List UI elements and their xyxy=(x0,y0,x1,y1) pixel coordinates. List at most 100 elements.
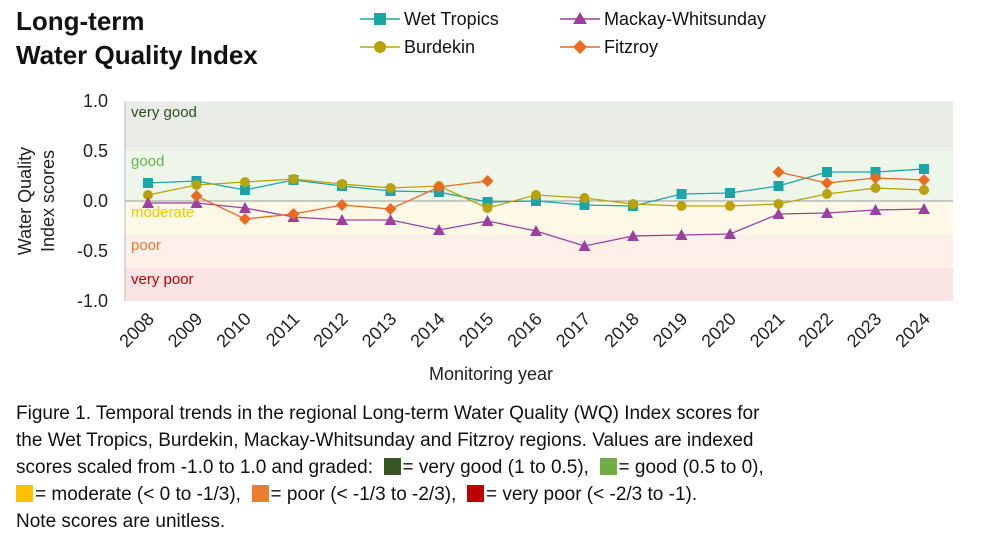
x-axis-label: Monitoring year xyxy=(429,364,553,384)
chart-legend: Wet Tropics Mackay-Whitsunday Burdekin F… xyxy=(360,6,860,62)
x-tick-label: 2024 xyxy=(891,309,933,351)
y-tick-label: 1.0 xyxy=(83,91,108,111)
data-point xyxy=(724,228,736,239)
data-point xyxy=(384,203,397,215)
caption-line: Figure 1. Temporal trends in the regiona… xyxy=(16,403,760,424)
data-point xyxy=(822,189,832,199)
data-point xyxy=(142,197,154,208)
data-point xyxy=(531,196,541,206)
grade-poor: = poor (< -1/3 to -2/3), xyxy=(270,484,457,505)
x-tick-label: 2008 xyxy=(115,309,157,351)
grade-band xyxy=(125,267,953,301)
data-point xyxy=(530,225,542,236)
data-point xyxy=(433,224,445,235)
y-axis-label: Index scores xyxy=(38,150,58,252)
data-point xyxy=(143,178,153,188)
data-point xyxy=(336,199,348,211)
data-point xyxy=(919,164,929,174)
caption-line: scores scaled from -1.0 to 1.0 and grade… xyxy=(16,454,976,481)
grade-very-poor: = very poor (< -2/3 to -1). xyxy=(485,484,698,505)
very-poor-swatch xyxy=(466,485,484,502)
data-point xyxy=(433,181,445,193)
data-point xyxy=(287,208,300,220)
data-point xyxy=(773,181,784,191)
band-label: poor xyxy=(131,237,161,254)
data-point xyxy=(725,188,735,198)
grade-good: = good (0.5 to 0), xyxy=(618,457,764,478)
very-good-swatch xyxy=(383,458,401,475)
y-axis-label: Water Quality xyxy=(15,147,35,255)
grade-band xyxy=(125,101,953,151)
caption-line: = moderate (< 0 to -1/3), = poor (< -1/3… xyxy=(16,481,976,508)
caption-line: Note scores are unitless. xyxy=(16,511,226,532)
data-point xyxy=(337,179,347,189)
data-point xyxy=(190,197,203,208)
legend-label: Burdekin xyxy=(404,37,476,57)
data-point xyxy=(772,208,785,219)
data-point xyxy=(481,175,494,187)
y-tick-label: 0.0 xyxy=(83,191,108,211)
legend-label: Fitzroy xyxy=(604,37,658,57)
data-point xyxy=(675,229,688,240)
x-tick-label: 2014 xyxy=(406,309,448,351)
y-tick-label: -0.5 xyxy=(77,241,108,261)
data-point xyxy=(191,180,202,190)
legend-marker-circle-icon xyxy=(360,41,400,53)
grade-moderate: = moderate (< 0 to -1/3), xyxy=(35,484,241,505)
x-tick-label: 2020 xyxy=(697,309,739,351)
data-point xyxy=(869,172,882,184)
data-point xyxy=(578,240,591,251)
y-tick-label: -1.0 xyxy=(77,291,108,311)
data-point xyxy=(919,185,929,195)
x-tick-label: 2010 xyxy=(212,309,254,351)
legend-marker-diamond-icon xyxy=(560,40,600,54)
data-point xyxy=(821,177,833,189)
data-point xyxy=(384,214,397,225)
legend-marker-triangle-icon xyxy=(560,12,600,24)
band-label: moderate xyxy=(131,204,194,221)
chart-title: Long-term Water Quality Index xyxy=(16,4,258,72)
legend-marker-square-icon xyxy=(360,13,400,25)
data-point xyxy=(190,190,203,202)
x-tick-label: 2023 xyxy=(843,309,885,351)
x-tick-label: 2022 xyxy=(794,309,836,351)
chart-title-line1: Long-term xyxy=(16,6,145,36)
data-point xyxy=(482,203,493,213)
data-point xyxy=(918,203,930,214)
data-point xyxy=(821,207,833,218)
grade-very-good: = very good (1 to 0.5), xyxy=(402,457,589,478)
data-point xyxy=(239,213,251,225)
data-point xyxy=(628,199,638,209)
data-point xyxy=(143,190,153,200)
x-tick-label: 2011 xyxy=(262,309,304,351)
x-tick-label: 2009 xyxy=(164,309,206,351)
data-point xyxy=(918,174,930,186)
data-point xyxy=(773,199,784,209)
grade-band xyxy=(125,234,953,268)
data-point xyxy=(239,202,251,213)
data-point xyxy=(725,201,735,211)
x-tick-label: 2017 xyxy=(552,309,594,351)
data-point xyxy=(288,174,299,184)
x-tick-label: 2013 xyxy=(358,309,400,351)
chart-title-line2: Water Quality Index xyxy=(16,40,258,70)
legend-label: Mackay-Whitsunday xyxy=(604,9,767,29)
figure-caption: Figure 1. Temporal trends in the regiona… xyxy=(16,400,976,535)
data-point xyxy=(385,183,396,193)
good-swatch xyxy=(599,458,617,475)
caption-text: scores scaled from -1.0 to 1.0 and grade… xyxy=(16,457,373,478)
data-point xyxy=(772,166,785,178)
line-chart: very good good moderate poor very poor 1.0 0.5… xyxy=(15,91,953,384)
x-tick-label: 2019 xyxy=(649,309,691,351)
data-point xyxy=(579,193,590,203)
data-point xyxy=(336,214,348,225)
x-tick-label: 2021 xyxy=(746,309,788,351)
band-label: good xyxy=(131,153,164,170)
data-point xyxy=(481,215,494,226)
y-tick-label: 0.5 xyxy=(83,141,108,161)
data-point xyxy=(627,230,639,241)
data-point xyxy=(240,177,250,187)
band-label: very good xyxy=(131,104,197,121)
x-tick-label: 2012 xyxy=(309,309,351,351)
caption-line: the Wet Tropics, Burdekin, Mackay-Whitsu… xyxy=(16,430,754,451)
